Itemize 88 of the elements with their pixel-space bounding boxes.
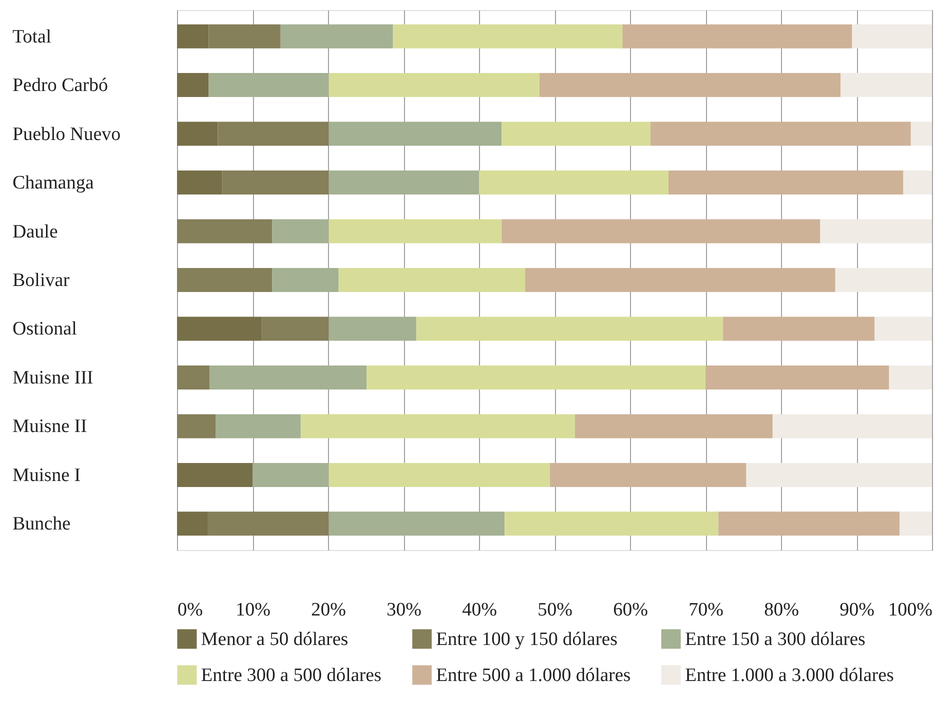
y-tick-label: Muisne II xyxy=(12,416,87,438)
bar xyxy=(328,512,505,536)
y-tick-label: Muisne III xyxy=(12,367,94,388)
x-tick-label: 70% xyxy=(688,600,724,620)
y-tick-label: Muisne I xyxy=(12,464,81,486)
bar xyxy=(539,73,841,98)
y-tick-label: Daule xyxy=(12,221,58,242)
bar xyxy=(502,122,650,146)
x-tick-label: 90% xyxy=(840,600,875,620)
x-tick-label: 20% xyxy=(311,600,346,620)
bar xyxy=(622,24,852,48)
bar xyxy=(574,414,773,438)
bar xyxy=(208,24,280,48)
x-tick-label: 50% xyxy=(538,600,573,620)
bar xyxy=(479,170,669,195)
y-tick-label: Pedro Carbó xyxy=(12,75,108,96)
bar xyxy=(272,219,329,244)
bar xyxy=(504,512,718,536)
bar xyxy=(903,170,932,195)
x-tick-label: 10% xyxy=(236,600,271,620)
bar xyxy=(874,316,932,341)
bar xyxy=(835,268,932,292)
bar xyxy=(328,73,540,98)
bar xyxy=(177,73,209,98)
x-tick-label: 60% xyxy=(613,600,648,620)
legend-label: Entre 100 y 150 dólares xyxy=(436,629,618,650)
legend-label: Entre 500 a 1.000 dólares xyxy=(436,665,631,686)
y-tick-label: Total xyxy=(12,26,52,48)
bar xyxy=(840,73,932,98)
bar xyxy=(772,414,932,438)
x-tick-label: 40% xyxy=(462,600,498,620)
x-tick-label: 80% xyxy=(764,600,800,620)
bar xyxy=(820,219,932,244)
bar xyxy=(550,462,746,487)
bar xyxy=(177,24,209,48)
bar xyxy=(910,122,932,146)
bar xyxy=(177,462,252,487)
y-tick-label: Ostional xyxy=(12,318,77,340)
bar xyxy=(722,316,875,341)
bar xyxy=(218,122,329,146)
bar xyxy=(177,170,222,195)
y-tick-label: Bolivar xyxy=(12,270,70,291)
bar xyxy=(525,268,836,292)
bar xyxy=(392,24,622,48)
legend-label: Menor a 50 dólares xyxy=(201,629,348,650)
bar xyxy=(328,462,550,487)
bar xyxy=(262,316,329,341)
bar xyxy=(888,365,932,390)
legend-label: Entre 300 a 500 dólares xyxy=(201,665,382,686)
legend-label: Entre 150 a 300 dólares xyxy=(685,629,866,650)
bar xyxy=(222,170,329,195)
bar xyxy=(177,512,208,536)
y-tick-label: Chamanga xyxy=(12,172,94,194)
bar xyxy=(208,512,329,536)
bar xyxy=(208,73,329,98)
bar xyxy=(706,365,889,390)
bar xyxy=(338,268,526,292)
bar xyxy=(650,122,911,146)
bar xyxy=(328,170,479,195)
x-tick-label: 100% xyxy=(888,600,933,620)
bar xyxy=(209,365,367,390)
bar xyxy=(328,219,502,244)
bar xyxy=(328,316,416,341)
bar xyxy=(177,122,218,146)
bar xyxy=(416,316,723,341)
bar xyxy=(177,268,272,292)
bar xyxy=(366,365,706,390)
bar xyxy=(300,414,575,438)
bar xyxy=(177,219,272,244)
bar xyxy=(718,512,900,536)
x-tick-label: 0% xyxy=(178,600,203,620)
bar xyxy=(252,462,329,487)
bar xyxy=(746,462,932,487)
y-tick-label: Bunche xyxy=(12,514,71,535)
bar xyxy=(177,414,216,438)
bar xyxy=(900,512,932,536)
y-tick-label: Pueblo Nuevo xyxy=(12,124,121,145)
bar xyxy=(668,170,904,195)
bar xyxy=(280,24,393,48)
bar xyxy=(177,365,210,390)
bar xyxy=(272,268,339,292)
bar xyxy=(502,219,820,244)
x-tick-label: 30% xyxy=(386,600,422,620)
bar xyxy=(177,316,262,341)
bar xyxy=(216,414,301,438)
bar xyxy=(852,24,932,48)
legend-label: Entre 1.000 a 3.000 dólares xyxy=(685,665,894,686)
bar xyxy=(328,122,502,146)
